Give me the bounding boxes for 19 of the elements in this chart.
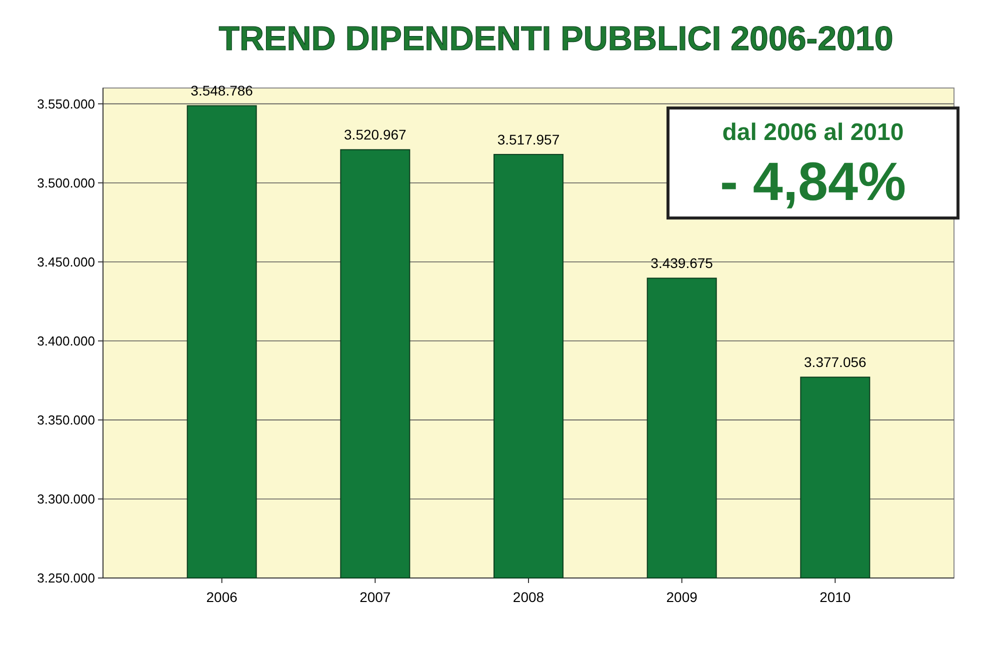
data-label: 3.548.786 (190, 82, 254, 99)
chart-title: TREND DIPENDENTI PUBBLICI 2006-2010 (218, 20, 894, 58)
data-label: 3.520.967 (344, 126, 407, 143)
data-label: 3.377.056 (804, 354, 867, 370)
y-tick-label: 3.350.000 (37, 412, 95, 428)
x-tick-label: 2009 (666, 589, 698, 605)
data-label: 3.517.957 (497, 131, 560, 148)
x-tick-label: 2007 (360, 589, 391, 605)
y-tick-label: 3.550.000 (37, 96, 95, 112)
x-tick-label: 2010 (820, 589, 851, 605)
x-tick-label: 2006 (206, 589, 238, 605)
annotation: - 4,84% (720, 152, 906, 212)
x-tick-label: 2008 (512, 589, 544, 605)
y-tick-label: 3.400.000 (37, 333, 95, 348)
y-tick-label: 3.450.000 (37, 254, 95, 270)
y-tick-label: 3.500.000 (37, 175, 95, 190)
y-tick-label: 3.300.000 (37, 492, 95, 507)
y-tick-label: 3.250.000 (37, 570, 95, 586)
annotation: dal 2006 al 2010 (722, 119, 904, 146)
